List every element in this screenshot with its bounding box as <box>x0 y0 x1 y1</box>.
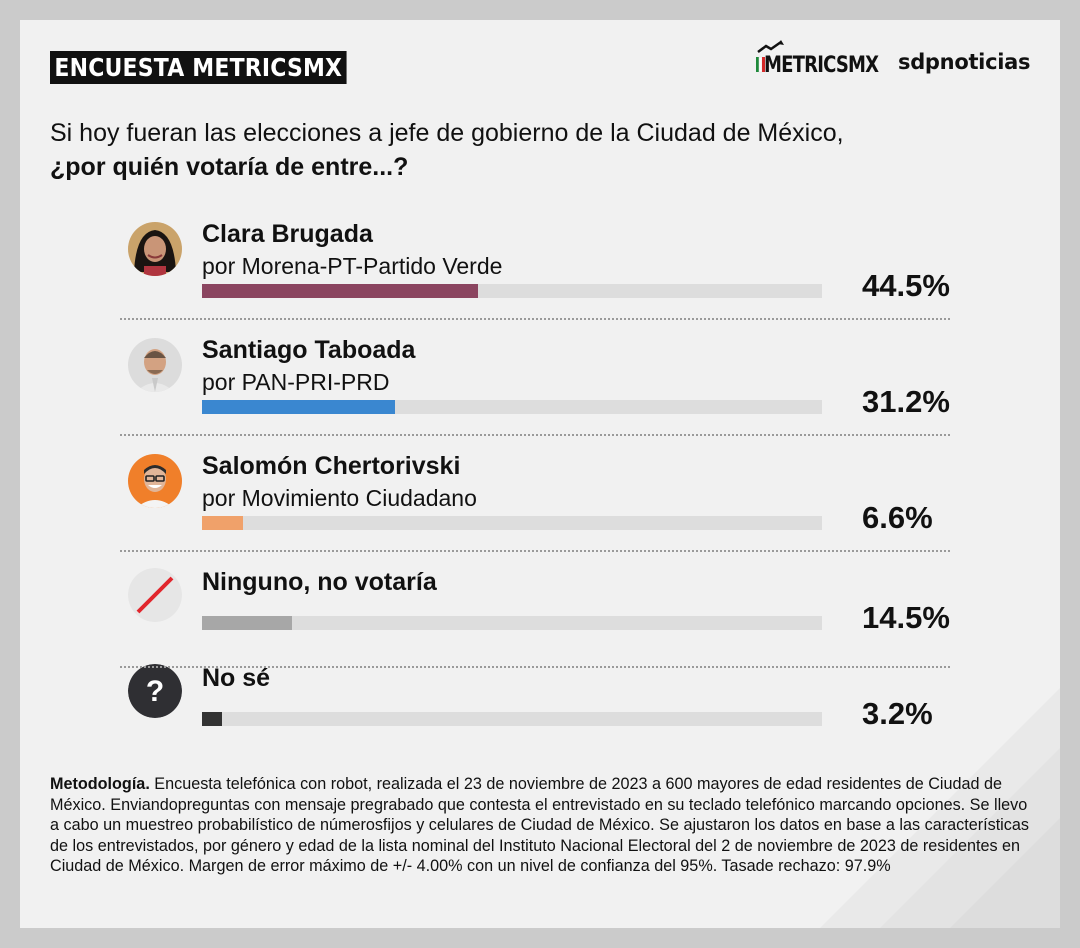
result-row: Santiago Taboada por PAN-PRI-PRD 31.2% <box>128 336 950 436</box>
candidate-name: Santiago Taboada <box>202 336 416 364</box>
candidate-name: Ninguno, no votaría <box>202 568 437 596</box>
candidate-name: Salomón Chertorivski <box>202 452 461 480</box>
row-divider <box>120 550 950 552</box>
candidate-name: No sé <box>202 664 271 692</box>
bar-track <box>202 616 822 630</box>
bar-fill <box>202 616 292 630</box>
question-line-1: Si hoy fueran las elecciones a jefe de g… <box>50 119 844 147</box>
result-row: Salomón Chertorivski por Movimiento Ciuda… <box>128 452 948 552</box>
result-row: ? No sé 3.2% <box>128 664 948 764</box>
row-divider <box>120 318 950 320</box>
candidate-party: por PAN-PRI-PRD <box>202 369 390 395</box>
candidate-party: por Morena-PT-Partido Verde <box>202 253 503 279</box>
question-mark-icon: ? <box>128 664 182 718</box>
percentage-label: 14.5% <box>862 600 950 635</box>
bar-fill <box>202 400 396 414</box>
row-divider <box>120 666 950 668</box>
result-row: Ninguno, no votaría 14.5% <box>128 568 950 668</box>
bar-track <box>202 400 822 414</box>
bar-fill <box>202 284 478 298</box>
survey-question: Si hoy fueran las elecciones a jefe de g… <box>50 116 1030 184</box>
result-row: Clara Brugada por Morena-PT-Partido Verde… <box>128 220 950 320</box>
metricsmx-flag-arrow-icon <box>756 40 784 73</box>
percentage-label: 3.2% <box>862 696 933 731</box>
row-divider <box>120 434 950 436</box>
bar-track <box>202 516 822 530</box>
poll-card: ENCUESTA METRICSMX METRICSMX sdpnoticias… <box>20 20 1060 928</box>
sdpnoticias-logo: sdpnoticias <box>898 50 1031 74</box>
question-line-2: ¿por quién votaría de entre...? <box>50 153 409 181</box>
bar-track <box>202 712 822 726</box>
methodology-note: Metodología. Encuesta telefónica con rob… <box>50 774 1040 877</box>
methodology-text: Encuesta telefónica con robot, realizada… <box>50 775 1029 875</box>
no-vote-slash-icon <box>128 568 182 622</box>
percentage-label: 44.5% <box>862 268 950 303</box>
svg-text:?: ? <box>146 675 164 708</box>
corner-decoration <box>820 688 1060 928</box>
avatar-salomon-chertorivski-icon <box>128 454 182 508</box>
avatar-clara-brugada-icon <box>128 222 182 276</box>
methodology-label: Metodología. <box>50 775 150 793</box>
avatar-santiago-taboada-icon <box>128 338 182 392</box>
metricsmx-logo-text: METRICSMX <box>764 53 879 78</box>
bar-fill <box>202 516 243 530</box>
candidate-name: Clara Brugada <box>202 220 373 248</box>
percentage-label: 31.2% <box>862 384 950 419</box>
metricsmx-logo: METRICSMX <box>754 40 884 80</box>
candidate-party: por Movimiento Ciudadano <box>202 485 477 511</box>
survey-title-tag: ENCUESTA METRICSMX <box>50 51 347 84</box>
percentage-label: 6.6% <box>862 500 933 535</box>
bar-track <box>202 284 822 298</box>
bar-fill <box>202 712 222 726</box>
